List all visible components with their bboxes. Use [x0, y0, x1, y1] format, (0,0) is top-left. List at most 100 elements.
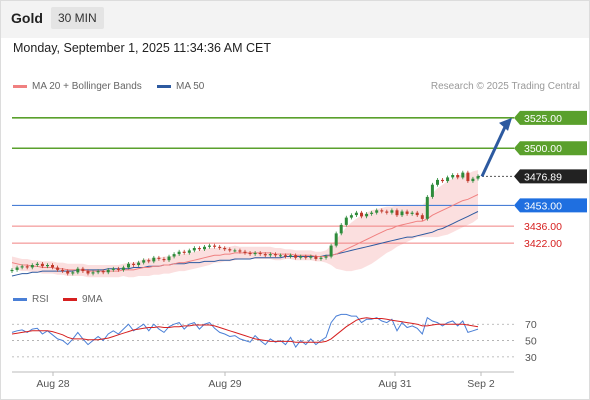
- candle-body: [177, 251, 181, 255]
- candle-body: [253, 252, 257, 255]
- level-label-3476.89: 3476.89: [524, 171, 562, 183]
- level-label-3453.00: 3453.00: [524, 200, 562, 212]
- candle-body: [162, 259, 166, 261]
- rsi-tick-30: 30: [525, 352, 537, 364]
- candle-body: [197, 248, 201, 250]
- candle-body: [420, 215, 424, 219]
- rsi-tick-70: 70: [525, 319, 537, 331]
- candle-body: [187, 250, 191, 253]
- datetime-label: Monday, September 1, 2025 11:34:36 AM CE…: [13, 41, 272, 55]
- legend-rsi-swatch: [13, 298, 27, 301]
- candle-body: [309, 256, 313, 258]
- level-label-3500.00: 3500.00: [524, 143, 562, 155]
- instrument-title: Gold: [11, 10, 43, 26]
- candle-body: [441, 179, 444, 182]
- candle-body: [35, 263, 39, 265]
- candle-body: [81, 268, 85, 272]
- candle-body: [268, 254, 272, 256]
- candle-body: [218, 246, 222, 248]
- legend-ma50-label: MA 50: [176, 81, 205, 92]
- candle-body: [127, 263, 130, 268]
- candle-body: [86, 271, 90, 274]
- level-label-3525.00: 3525.00: [524, 113, 562, 125]
- candle-body: [61, 269, 65, 272]
- candle-body: [273, 254, 277, 256]
- candle-body: [405, 211, 409, 214]
- series-rsi: [11, 313, 479, 349]
- candle-body: [451, 175, 455, 178]
- candle-body: [223, 248, 227, 250]
- legend-ma50-swatch: [157, 85, 171, 88]
- legend-bb-swatch: [13, 85, 27, 88]
- candle-body: [476, 176, 480, 179]
- candle-body: [380, 210, 384, 212]
- candle-body: [279, 255, 282, 257]
- candle-body: [228, 249, 232, 251]
- candle-body: [430, 184, 434, 197]
- candle-body: [385, 211, 389, 213]
- candle-body: [132, 263, 136, 265]
- candle-body: [71, 272, 75, 274]
- candle-body: [390, 210, 394, 213]
- level-tag-3476.89: [514, 169, 587, 184]
- candle-body: [233, 250, 237, 252]
- candle-body: [365, 213, 369, 217]
- x-tick-label: Aug 29: [208, 378, 241, 390]
- candle-body: [213, 245, 217, 247]
- candle-body: [208, 245, 211, 247]
- series-9ma: [11, 317, 479, 343]
- candle-body: [137, 262, 141, 265]
- candle-body: [258, 252, 262, 255]
- candle-body: [415, 212, 419, 216]
- candle-body: [446, 177, 450, 182]
- candle-body: [51, 265, 54, 268]
- candle-body: [334, 233, 338, 246]
- rsi-tick-50: 50: [525, 336, 537, 348]
- candles: [10, 170, 480, 276]
- candle-body: [66, 271, 70, 274]
- candle-body: [284, 255, 287, 257]
- candle-body: [466, 172, 470, 182]
- candle-body: [106, 269, 110, 273]
- candle-body: [289, 255, 293, 257]
- legend-rsi-label: RSI: [32, 294, 49, 305]
- x-tick-label: Aug 31: [378, 378, 411, 390]
- legend-9ma-label: 9MA: [82, 294, 103, 305]
- candle-body: [319, 257, 323, 259]
- candle-body: [299, 256, 303, 258]
- level-label-3436.00: 3436.00: [524, 221, 562, 233]
- candle-body: [121, 267, 125, 270]
- candle-body: [360, 212, 363, 217]
- legend-bb: MA 20 + Bollinger Bands: [13, 81, 142, 92]
- candle-body: [10, 269, 14, 272]
- candle-body: [329, 245, 333, 257]
- candle-body: [349, 215, 353, 218]
- candle-body: [238, 250, 242, 252]
- candle-body: [46, 265, 49, 267]
- legend-ma50: MA 50: [157, 81, 204, 92]
- candle-body: [324, 256, 328, 258]
- level-tag-3525.00: [514, 110, 587, 125]
- candle-body: [30, 265, 34, 268]
- level-tag-3453.00: [514, 198, 587, 213]
- candle-body: [56, 267, 60, 270]
- timeframe-button[interactable]: 30 MIN: [51, 7, 104, 29]
- candle-body: [456, 175, 460, 178]
- candle-body: [314, 256, 318, 259]
- ma50-line: [11, 211, 479, 277]
- legend-9ma-swatch: [63, 298, 77, 301]
- credit-text: Research © 2025 Trading Central: [430, 81, 580, 92]
- candle-body: [111, 268, 115, 270]
- candle-body: [101, 271, 105, 273]
- forecast-arrow-head: [499, 117, 512, 131]
- forecast-arrow-shaft: [480, 124, 508, 177]
- candle-body: [25, 266, 29, 268]
- level-tag-3500.00: [514, 141, 587, 156]
- candle-body: [370, 212, 374, 214]
- candle-body: [400, 211, 404, 216]
- candle-body: [116, 268, 120, 270]
- legend-9ma: 9MA: [63, 294, 103, 305]
- candle-body: [76, 268, 80, 273]
- candle-body: [344, 217, 348, 225]
